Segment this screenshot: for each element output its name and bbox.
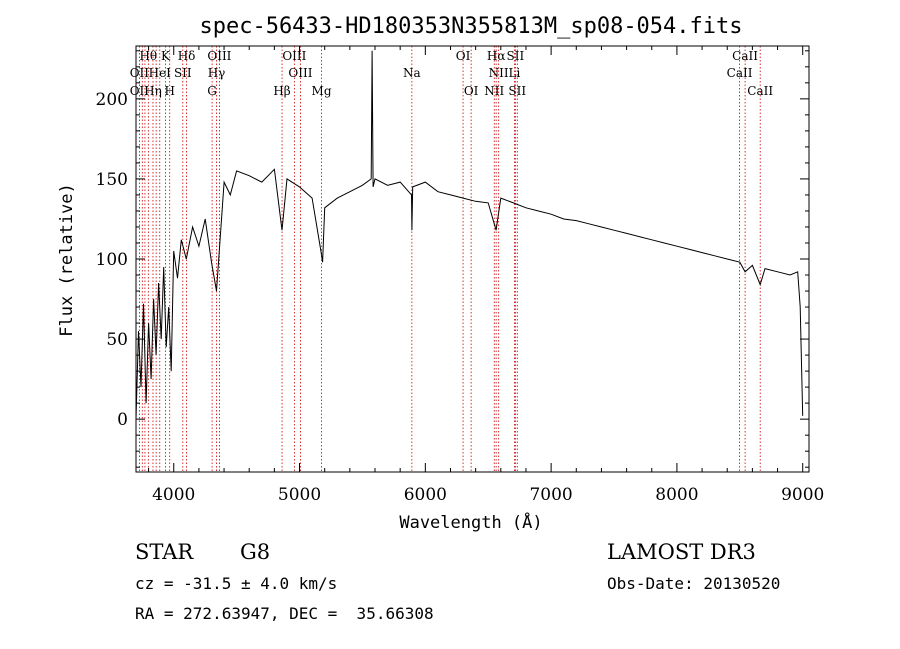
line-label-mid-8: CaII bbox=[727, 66, 753, 80]
line-label-low-8: SII bbox=[508, 84, 526, 98]
y-tick-label: 50 bbox=[106, 330, 128, 350]
line-label-top-5: OI bbox=[456, 49, 471, 63]
y-axis-label: Flux (relative) bbox=[57, 183, 77, 337]
chart-title: spec-56433-HD180353N355813M_sp08-054.fit… bbox=[199, 14, 742, 39]
line-label-top-3: OIII bbox=[207, 49, 231, 63]
line-label-top-8: CaII bbox=[732, 49, 758, 63]
line-label-top-1: K bbox=[161, 49, 171, 63]
spectral-subclass: G8 bbox=[240, 540, 271, 564]
line-label-top-7: SII bbox=[507, 49, 525, 63]
line-label-low-0: OII bbox=[130, 84, 150, 98]
line-label-mid-2: SII bbox=[174, 66, 192, 80]
line-label-low-4: Hβ bbox=[273, 84, 290, 98]
line-label-low-6: OI bbox=[464, 84, 479, 98]
x-tick-label: 5000 bbox=[278, 485, 321, 505]
spectrum-line bbox=[135, 50, 804, 420]
line-label-top-0: Hθ bbox=[139, 49, 157, 63]
object-class: STAR bbox=[135, 540, 194, 564]
line-label-low-5: Mg bbox=[312, 84, 332, 98]
coordinates: RA = 272.63947, DEC = 35.66308 bbox=[135, 604, 434, 623]
spectrum-plot: spec-56433-HD180353N355813M_sp08-054.fit… bbox=[57, 14, 824, 533]
line-label-low-2: H bbox=[164, 84, 174, 98]
plot-frame bbox=[135, 45, 810, 473]
y-tick-label: 150 bbox=[96, 170, 128, 190]
y-tick-label: 200 bbox=[96, 90, 128, 110]
line-label-low-3: G bbox=[207, 84, 217, 98]
survey-name: LAMOST DR3 bbox=[607, 540, 756, 564]
observation-date: Obs-Date: 20130520 bbox=[607, 574, 781, 593]
y-tick-label: 100 bbox=[96, 250, 128, 270]
x-tick-label: 6000 bbox=[404, 485, 447, 505]
line-label-mid-1: HeI bbox=[149, 66, 172, 80]
line-label-low-1: Hη bbox=[144, 84, 162, 98]
x-tick-label: 7000 bbox=[529, 485, 572, 505]
line-label-mid-4: OIII bbox=[288, 66, 312, 80]
x-tick-label: 4000 bbox=[152, 485, 195, 505]
y-tick-label: 0 bbox=[117, 410, 128, 430]
redshift-velocity: cz = -31.5 ± 4.0 km/s bbox=[135, 574, 338, 593]
x-axis-label: Wavelength (Å) bbox=[399, 511, 542, 533]
line-label-mid-0: OII bbox=[130, 66, 150, 80]
line-label-low-7: NII bbox=[484, 84, 504, 98]
line-label-mid-5: Na bbox=[403, 66, 421, 80]
x-axis-ticks: 4000 5000 6000 7000 8000 9000 bbox=[148, 46, 824, 505]
line-label-top-6: Hα bbox=[487, 49, 506, 63]
line-label-mid-7: Li bbox=[508, 66, 520, 80]
line-label-low-9: CaII bbox=[747, 84, 773, 98]
line-label-top-2: Hδ bbox=[178, 49, 196, 63]
emission-line-markers bbox=[138, 46, 761, 472]
x-tick-label: 9000 bbox=[781, 485, 824, 505]
line-label-mid-3: Hγ bbox=[208, 66, 226, 80]
line-label-mid-6: NII bbox=[489, 66, 509, 80]
y-axis-ticks: 0 50 100 150 200 bbox=[96, 50, 809, 468]
x-tick-label: 8000 bbox=[655, 485, 698, 505]
line-label-top-4: OIII bbox=[282, 49, 306, 63]
